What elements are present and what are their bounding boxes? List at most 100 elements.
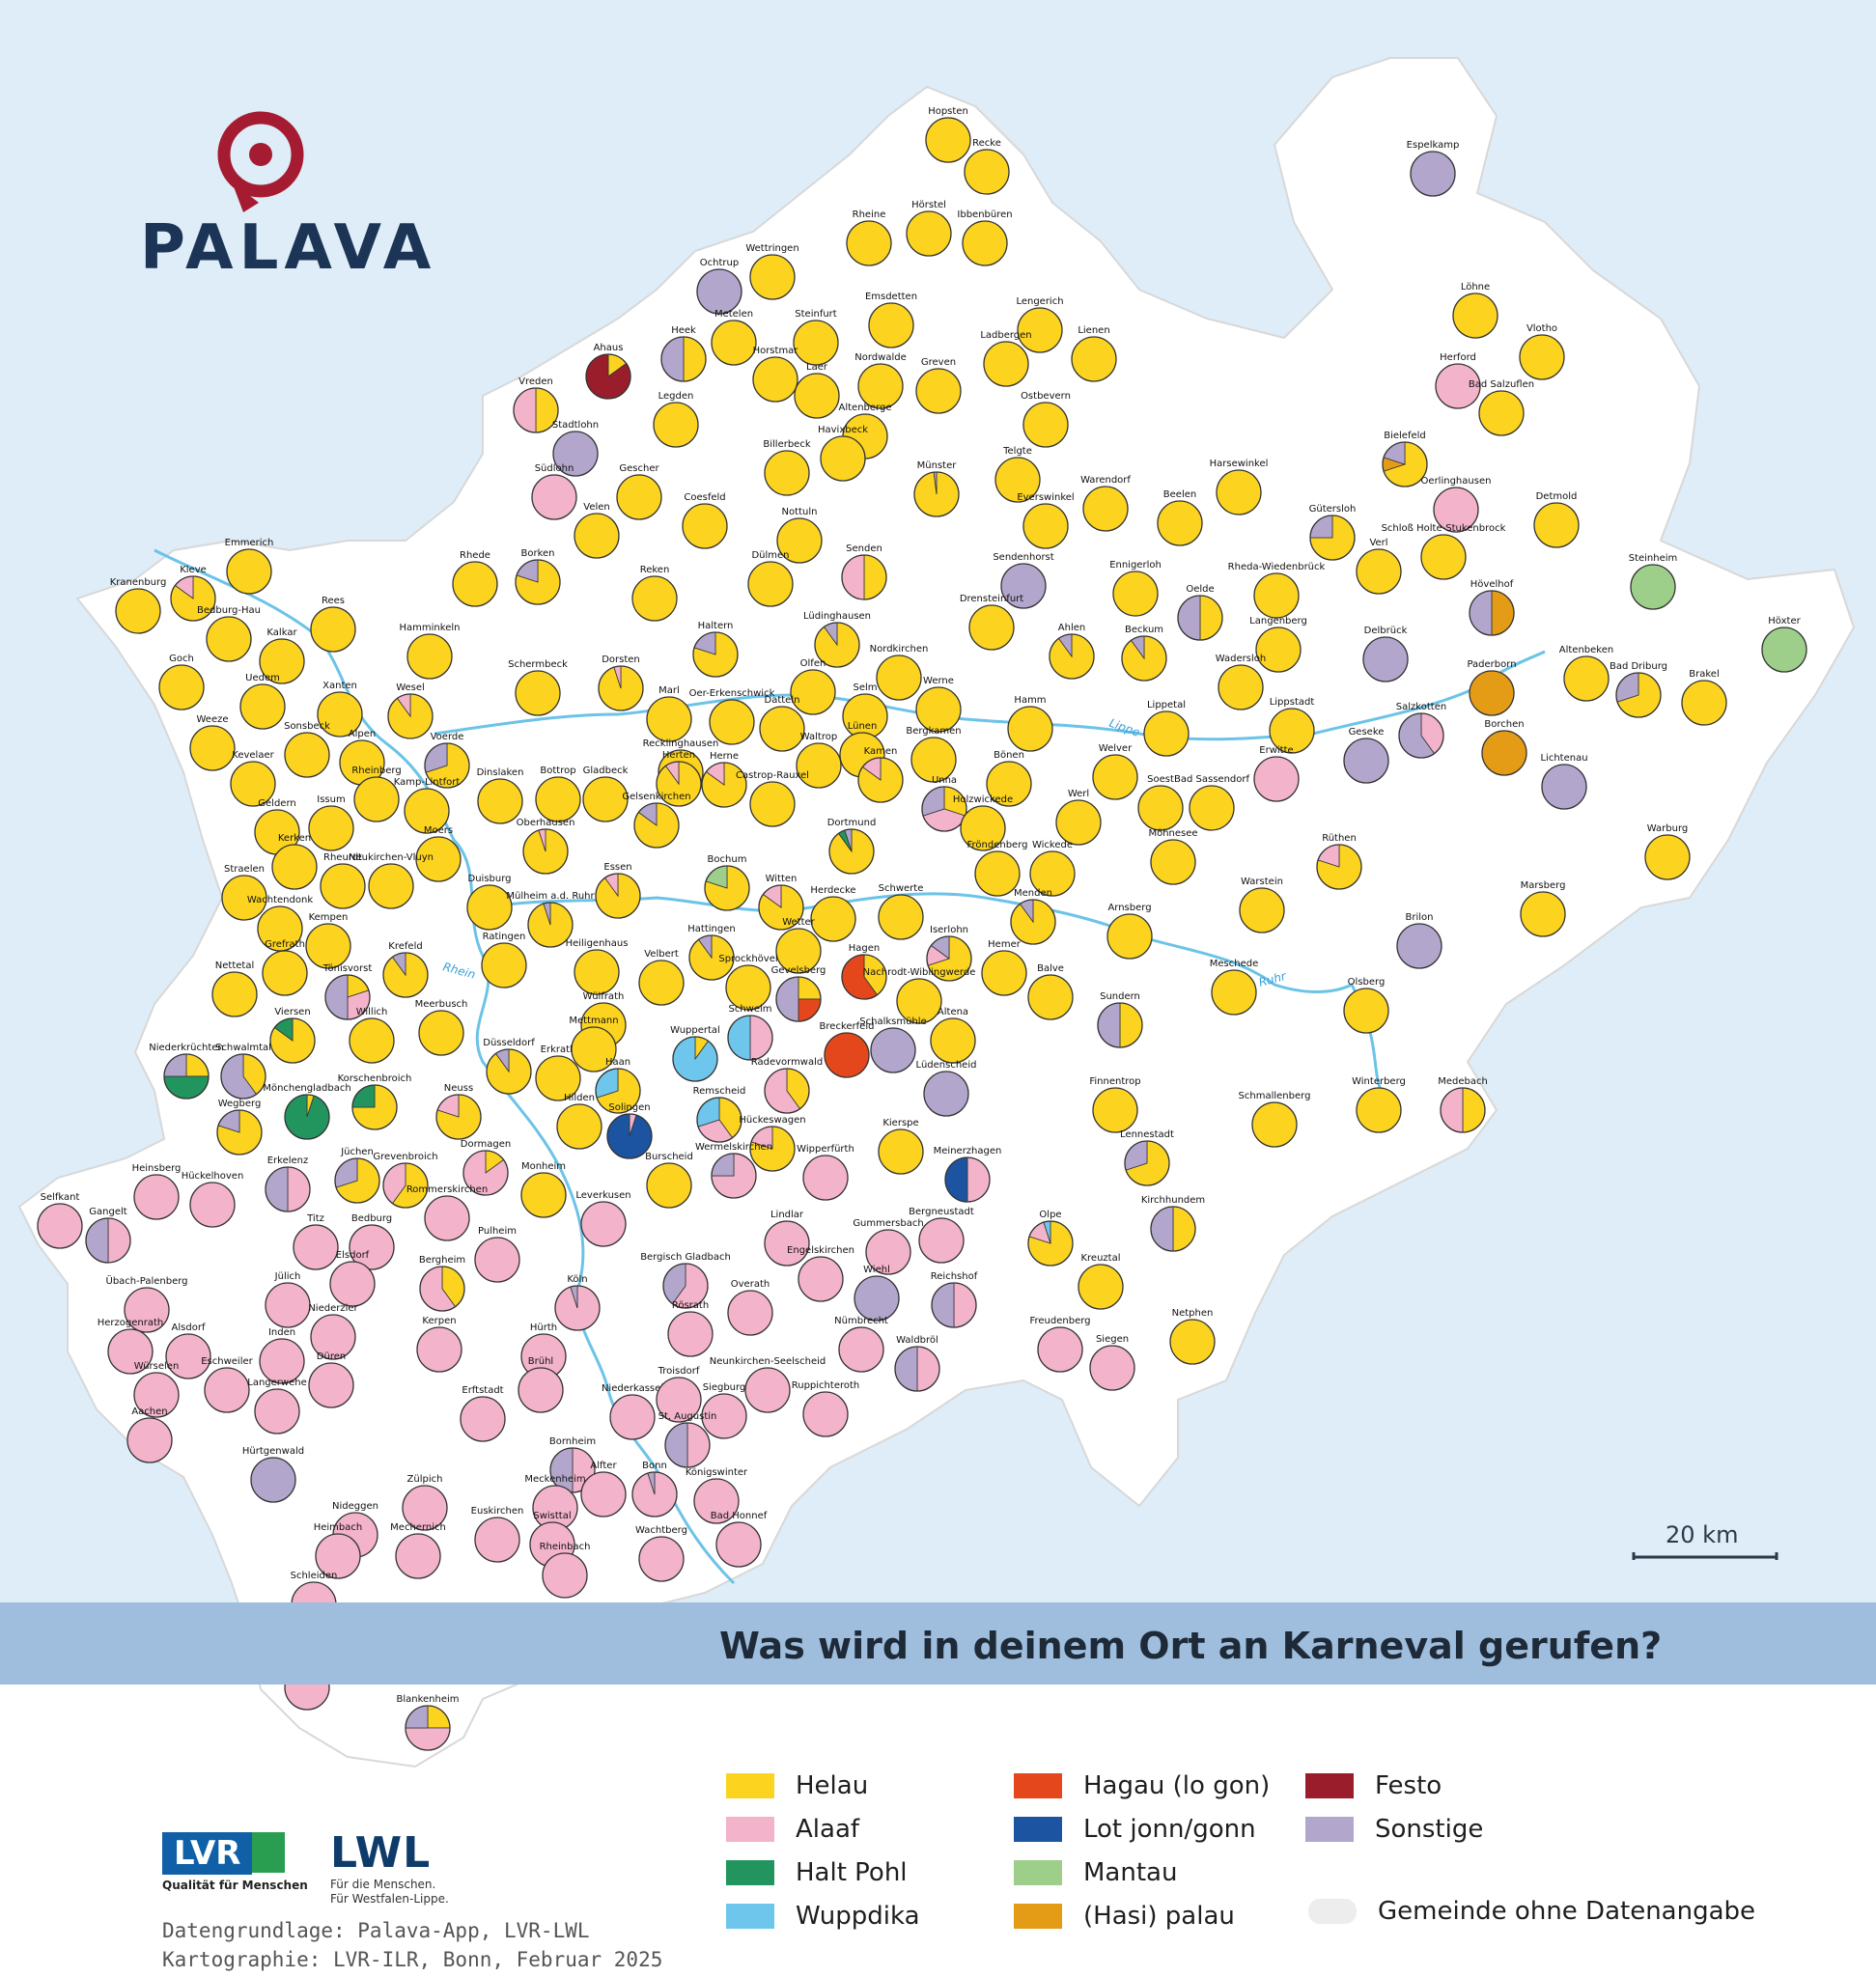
place-marker[interactable]: Vlotho xyxy=(1519,323,1565,380)
place-marker[interactable]: Mönchengladbach xyxy=(263,1083,351,1140)
place-marker[interactable]: Schwalmtal xyxy=(215,1043,271,1100)
place-marker[interactable]: Waltrop xyxy=(796,732,842,789)
place-marker[interactable]: Essen xyxy=(595,862,641,919)
place-marker[interactable]: Hückelhoven xyxy=(182,1171,244,1228)
place-marker[interactable]: Arnsberg xyxy=(1106,903,1153,960)
place-marker[interactable]: Bad Salzuflen xyxy=(1469,379,1534,436)
place-marker[interactable]: Lippstadt xyxy=(1269,697,1315,754)
place-marker[interactable]: Münster xyxy=(913,460,960,517)
place-marker[interactable]: Rommerskirchen xyxy=(406,1184,488,1241)
place-marker[interactable]: Metelen xyxy=(711,309,757,366)
place-marker[interactable]: Datteln xyxy=(759,695,805,752)
place-marker[interactable]: Emsdetten xyxy=(865,292,917,348)
place-marker[interactable]: Brakel xyxy=(1681,669,1727,726)
place-marker[interactable]: Detmold xyxy=(1533,491,1580,548)
place-marker[interactable]: Haltern xyxy=(692,621,739,678)
place-marker[interactable]: Haan xyxy=(595,1057,641,1114)
place-marker[interactable]: Rees xyxy=(310,596,356,653)
place-marker[interactable]: Sundern xyxy=(1097,991,1143,1048)
place-marker[interactable]: Wipperfürth xyxy=(797,1144,854,1201)
place-marker[interactable]: Kirchhundem xyxy=(1141,1195,1205,1252)
place-marker[interactable]: Unna xyxy=(921,775,967,832)
place-marker[interactable]: Düsseldorf xyxy=(483,1038,535,1095)
place-marker[interactable]: Bonn xyxy=(631,1461,678,1518)
place-marker[interactable]: Meschede xyxy=(1210,959,1258,1016)
place-marker[interactable]: Düren xyxy=(308,1351,354,1408)
place-marker[interactable]: Solingen xyxy=(606,1102,653,1159)
place-marker[interactable]: Nettetal xyxy=(211,961,258,1017)
place-marker[interactable]: Harsewinkel xyxy=(1210,459,1269,515)
place-marker[interactable]: Krefeld xyxy=(382,941,429,998)
place-marker[interactable]: Hopsten xyxy=(925,106,971,163)
place-marker[interactable]: Schloß Holte-Stukenbrock xyxy=(1382,523,1506,580)
place-marker[interactable]: Winterberg xyxy=(1352,1076,1406,1133)
place-marker[interactable]: Bielefeld xyxy=(1382,431,1428,487)
place-marker[interactable]: Wegberg xyxy=(216,1099,263,1156)
place-marker[interactable]: Kamp-Lintfort xyxy=(394,777,461,834)
place-marker[interactable]: Bad Honnef xyxy=(711,1511,768,1568)
place-marker[interactable]: Emmerich xyxy=(225,538,274,595)
place-marker[interactable]: Paderborn xyxy=(1467,659,1517,716)
place-marker[interactable]: Kierspe xyxy=(878,1118,924,1175)
place-marker[interactable]: Löhne xyxy=(1452,282,1498,339)
place-marker[interactable]: Schermbeck xyxy=(508,659,568,716)
place-marker[interactable]: Bedburg-Hau xyxy=(197,605,261,662)
place-marker[interactable]: Hamminkeln xyxy=(400,623,461,680)
place-marker[interactable]: Finnentrop xyxy=(1089,1076,1141,1133)
place-marker[interactable]: Warburg xyxy=(1644,823,1691,880)
place-marker[interactable]: Ruppichteroth xyxy=(792,1380,860,1437)
place-marker[interactable]: Bergheim xyxy=(419,1255,465,1312)
place-marker[interactable]: Legden xyxy=(653,391,699,448)
place-marker[interactable]: Velen xyxy=(574,502,620,559)
place-marker[interactable]: Bönen xyxy=(986,750,1032,807)
place-marker[interactable]: Billerbeck xyxy=(763,439,811,496)
place-marker[interactable]: Langenberg xyxy=(1249,616,1307,673)
place-marker[interactable]: Gangelt xyxy=(85,1207,131,1264)
place-marker[interactable]: Rüthen xyxy=(1316,833,1362,890)
place-marker[interactable]: Dinslaken xyxy=(477,767,524,824)
place-marker[interactable]: Neuss xyxy=(435,1083,482,1140)
place-marker[interactable]: Titz xyxy=(293,1213,339,1270)
place-marker[interactable]: Ibbenbüren xyxy=(957,209,1013,266)
place-marker[interactable]: Borchen xyxy=(1481,719,1527,776)
place-marker[interactable]: Würselen xyxy=(133,1361,180,1418)
place-marker[interactable]: Horstmar xyxy=(752,346,799,403)
place-marker[interactable]: Möhnesee xyxy=(1148,828,1198,885)
place-marker[interactable]: Herzogenrath xyxy=(98,1318,164,1375)
place-marker[interactable]: Verl xyxy=(1356,538,1402,595)
place-marker[interactable]: Herne xyxy=(701,751,747,808)
place-marker[interactable]: Werne xyxy=(915,676,962,733)
place-marker[interactable]: Bad Driburg xyxy=(1610,661,1667,718)
place-marker[interactable]: Rhede xyxy=(452,550,498,607)
place-marker[interactable]: Marsberg xyxy=(1520,880,1566,937)
place-marker[interactable]: Lindlar xyxy=(764,1210,810,1267)
place-marker[interactable]: Grevenbroich xyxy=(373,1152,438,1209)
place-marker[interactable]: Sendenhorst xyxy=(993,552,1054,609)
place-marker[interactable]: Ostbevern xyxy=(1021,391,1071,448)
place-marker[interactable]: Neukirchen-Vluyn xyxy=(349,852,434,909)
place-marker[interactable]: Sprockhövel xyxy=(718,954,778,1011)
place-marker[interactable]: Wachtberg xyxy=(635,1525,687,1582)
place-marker[interactable]: Drensteinfurt xyxy=(960,594,1023,651)
place-marker[interactable]: Overath xyxy=(727,1279,773,1336)
place-marker[interactable]: Jüchen xyxy=(334,1147,380,1204)
place-marker[interactable]: Nachrodt-Wiblingwerde xyxy=(863,967,976,1024)
place-marker[interactable]: Siegburg xyxy=(701,1382,747,1439)
place-marker[interactable]: Heinsberg xyxy=(132,1163,182,1220)
place-marker[interactable]: Nordwalde xyxy=(854,352,907,409)
place-marker[interactable]: Schwelm xyxy=(727,1004,773,1061)
place-marker[interactable]: Menden xyxy=(1010,888,1056,945)
place-marker[interactable]: Hattingen xyxy=(687,924,736,981)
place-marker[interactable]: Herford xyxy=(1435,352,1481,409)
place-marker[interactable]: Alpen xyxy=(339,729,385,786)
place-marker[interactable]: Wermelskirchen xyxy=(695,1142,772,1199)
place-marker[interactable]: Hövelhof xyxy=(1469,579,1515,636)
place-marker[interactable]: Mettmann xyxy=(569,1016,619,1072)
place-marker[interactable]: Vreden xyxy=(513,376,559,433)
place-marker[interactable]: Witten xyxy=(758,874,804,931)
place-marker[interactable]: Erkrath xyxy=(535,1044,581,1101)
place-marker[interactable]: Soest xyxy=(1137,774,1184,831)
place-marker[interactable]: Wiehl xyxy=(854,1265,900,1322)
place-marker[interactable]: Leverkusen xyxy=(575,1190,631,1247)
place-marker[interactable]: Alsdorf xyxy=(165,1323,211,1379)
